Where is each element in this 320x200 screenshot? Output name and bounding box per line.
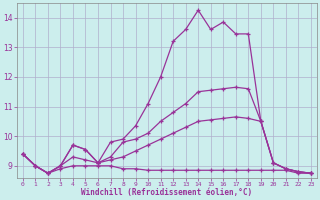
X-axis label: Windchill (Refroidissement éolien,°C): Windchill (Refroidissement éolien,°C): [81, 188, 252, 197]
